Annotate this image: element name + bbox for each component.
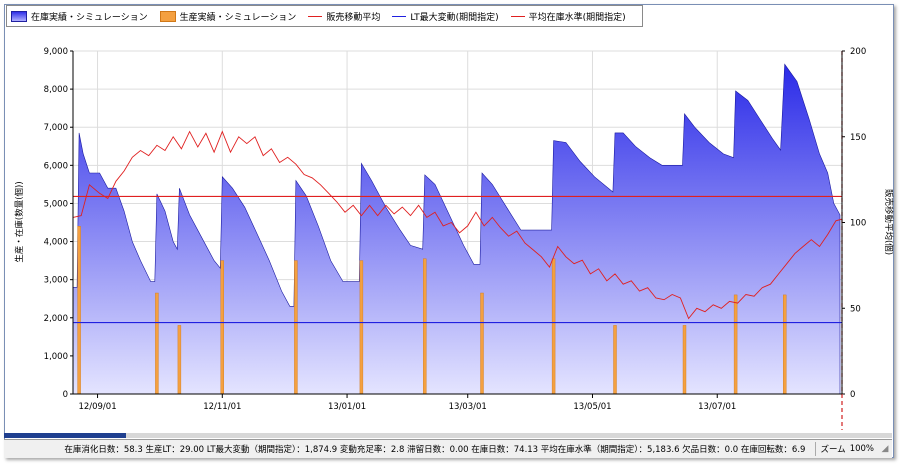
y-tick-label: 4,000 (44, 238, 68, 248)
x-tick-label: 13/07/01 (698, 402, 736, 412)
y-tick-label: 9,000 (44, 47, 68, 57)
horizontal-scrollbar[interactable] (4, 433, 892, 438)
legend-item-inventory[interactable]: 在庫実績・シミュレーション (11, 10, 148, 23)
x-tick-label: 13/05/01 (573, 402, 611, 412)
sales-average-line (73, 130, 842, 320)
x-tick-label: 12/11/01 (203, 402, 241, 412)
y-tick-label: 7,000 (44, 123, 68, 133)
production-bar (359, 260, 364, 394)
x-tick-label: 13/01/01 (328, 402, 366, 412)
y-axis-title: 生産・在庫(数量(個)) (14, 181, 25, 262)
legend-swatch-inventory (11, 10, 27, 22)
y-tick-label: 0 (63, 390, 68, 400)
legend-label-avg-level: 平均在庫水準(期間指定) (528, 12, 626, 23)
status-divider (815, 442, 817, 456)
legend-item-lt-max[interactable]: LT最大変動(期間指定) (392, 10, 499, 23)
legend-label-sales-average: 販売移動平均 (326, 12, 381, 23)
production-bar (613, 325, 617, 394)
y2-tick-label: 50 (850, 304, 861, 314)
status-bar: 在庫消化日数：58.3 生産LT：29.00 LT最大変動（期間指定）：1,87… (4, 439, 892, 458)
production-bar (551, 258, 556, 394)
legend-label-inventory: 在庫実績・シミュレーション (31, 12, 148, 23)
y-tick-label: 6,000 (44, 161, 68, 171)
production-bar (423, 258, 427, 394)
y-tick-label: 5,000 (44, 199, 68, 209)
legend-item-production[interactable]: 生産実績・シミュレーション (159, 10, 297, 23)
legend-label-production: 生産実績・シミュレーション (179, 12, 297, 23)
x-tick-label: 13/03/01 (449, 402, 487, 412)
legend-swatch-production (159, 10, 176, 22)
y-tick-label: 2,000 (44, 314, 68, 324)
legend-swatch-sales-average (308, 15, 323, 17)
production-bar (177, 325, 182, 394)
zoom-value[interactable]: 100% (849, 444, 874, 454)
legend-swatch-lt-max (392, 15, 407, 17)
legend-item-avg-level[interactable]: 平均在庫水準(期間指定) (510, 10, 626, 23)
production-bar (783, 294, 787, 394)
y2-axis-title: 販売移動平均(個) (883, 189, 894, 255)
y-tick-label: 1,000 (44, 352, 68, 362)
production-bar (294, 260, 298, 394)
resize-grip-icon[interactable]: ◢ (881, 444, 889, 454)
y-tick-label: 8,000 (44, 85, 68, 95)
production-bar (155, 292, 159, 394)
y2-tick-label: 150 (850, 133, 866, 143)
x-tick-label: 12/09/01 (78, 402, 116, 412)
inventory-area (73, 63, 841, 394)
legend-item-sales-average[interactable]: 販売移動平均 (308, 10, 380, 23)
scrollbar-thumb[interactable] (4, 433, 126, 438)
y-tick-label: 3,000 (44, 276, 68, 286)
y2-tick-label: 100 (850, 219, 866, 229)
production-bar (682, 325, 687, 394)
y2-tick-label: 200 (850, 47, 866, 57)
chart-legend: 在庫実績・シミュレーション 生産実績・シミュレーション 販売移動平均 LT最大変… (6, 5, 643, 27)
legend-label-lt-max: LT最大変動(期間指定) (410, 12, 499, 23)
production-bar (220, 260, 225, 394)
y2-tick-label: 0 (850, 390, 855, 400)
production-bar (733, 294, 738, 394)
zoom-label: ズーム (820, 445, 846, 455)
legend-swatch-avg-level (510, 15, 525, 17)
production-bar (77, 226, 81, 394)
status-metrics-text: 在庫消化日数：58.3 生産LT：29.00 LT最大変動（期間指定）：1,87… (64, 445, 806, 455)
production-bar (480, 292, 484, 394)
